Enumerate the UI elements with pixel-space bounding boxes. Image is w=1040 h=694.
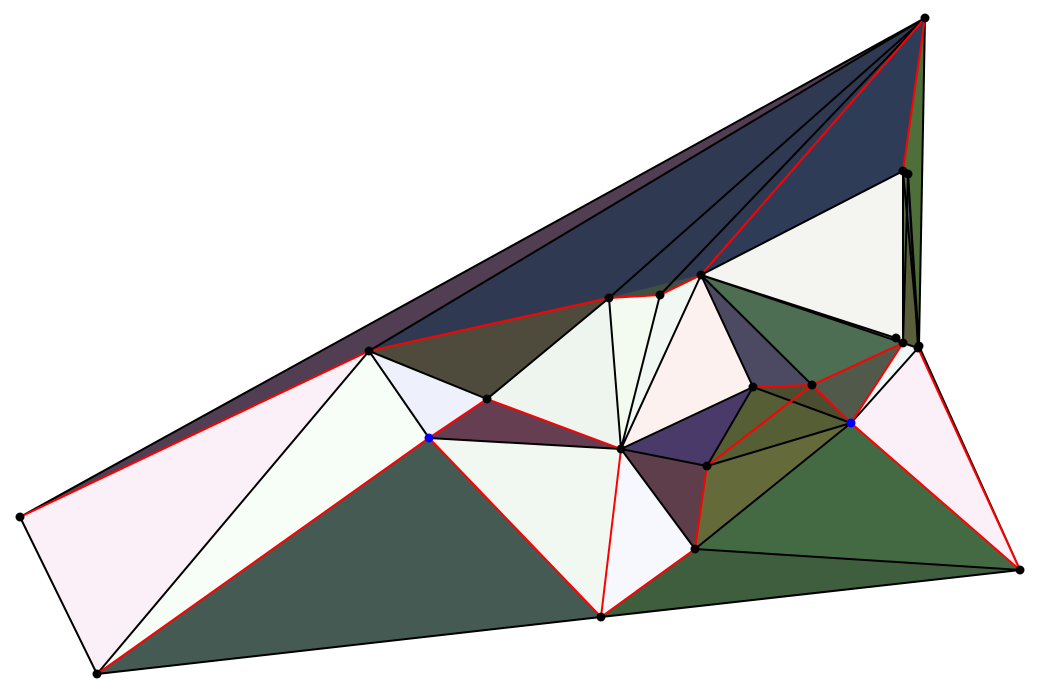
mesh-edge-highlight-kd: [700, 17, 926, 276]
mesh-edge-ip: [620, 448, 708, 467]
mesh-edge-ki: [620, 274, 702, 450]
mesh-edge-be: [96, 350, 370, 675]
mesh-edge-highlight-hb: [96, 437, 430, 675]
mesh-edge-highlight-dl: [902, 17, 926, 172]
mesh-vertex-d: [920, 13, 930, 23]
mesh-edge-highlight-qp: [694, 465, 708, 550]
mesh-edge-highlight-hc: [428, 437, 602, 618]
mesh-edge-fd: [608, 17, 926, 299]
mesh-edge-mv: [902, 173, 909, 344]
mesh-vertex-p: [702, 461, 712, 471]
edges-layer: [19, 17, 1021, 675]
mesh-vertex-highlight-h: [424, 433, 434, 443]
mesh-edge-qr: [694, 548, 1021, 571]
mesh-edge-highlight-fj: [608, 294, 661, 299]
mesh-vertex-b: [92, 669, 102, 679]
mesh-vertex-v: [903, 169, 913, 179]
mesh-vertex-j: [655, 290, 665, 300]
mesh-edge-ps: [706, 422, 852, 467]
vertices-layer: [15, 13, 1025, 679]
mesh-edge-ko: [700, 274, 813, 386]
mesh-vertex-c: [596, 612, 606, 622]
mesh-edge-highlight-gi: [486, 398, 622, 450]
mesh-edge-highlight-sr: [850, 422, 1021, 571]
mesh-edge-highlight-tr: [917, 347, 1021, 571]
mesh-edge-highlight-hg: [428, 398, 488, 439]
mesh-edge-highlight-ef: [368, 297, 610, 352]
mesh-edge-eh: [368, 350, 430, 439]
mesh-edge-cr: [600, 569, 1021, 618]
mesh-edge-eg: [368, 350, 488, 400]
mesh-edge-fg: [486, 297, 610, 400]
mesh-edge-highlight-ms: [850, 342, 904, 424]
mesh-edge-lw: [902, 170, 920, 347]
mesh-edge-ad: [19, 17, 926, 518]
mesh-vertex-highlight-s: [846, 418, 856, 428]
mesh-vertex-o: [807, 380, 817, 390]
mesh-edge-ku: [700, 274, 897, 339]
mesh-edge-qs: [694, 422, 852, 550]
mesh-vertex-f: [604, 293, 614, 303]
mesh-vertex-e: [364, 346, 374, 356]
mesh-vertex-u: [891, 333, 901, 343]
mesh-vertex-a: [15, 512, 25, 522]
mesh-edge-fi: [608, 297, 622, 450]
mesh-edge-highlight-jk: [659, 274, 702, 296]
mesh-vertex-m: [898, 338, 908, 348]
mesh-edge-hi: [428, 437, 622, 450]
mesh-vertex-q: [690, 544, 700, 554]
faces-layer: [19, 17, 1021, 675]
mesh-edge-highlight-om: [811, 342, 904, 386]
mesh-edge-dw: [918, 17, 926, 347]
mesh-edge-kl: [700, 170, 904, 276]
mesh-vertex-g: [482, 394, 492, 404]
mesh-edge-highlight-ic: [600, 448, 622, 618]
mesh-edge-np: [706, 386, 754, 467]
mesh-edge-highlight-no: [752, 384, 813, 388]
mesh-edge-highlight-ae: [19, 350, 370, 518]
mesh-edge-highlight-cq: [600, 548, 696, 618]
mesh-edge-kn: [700, 274, 754, 388]
mesh-edge-ts: [850, 347, 919, 424]
mesh-vertex-r: [1015, 565, 1025, 575]
mesh-edge-highlight-po: [706, 384, 813, 467]
mesh-edge-iq: [620, 448, 696, 550]
mesh-vertex-i: [616, 444, 626, 454]
mesh-edge-jd: [659, 17, 926, 296]
mesh-edge-highlight-os: [811, 384, 852, 424]
mesh-edge-ab: [19, 516, 98, 675]
mesh-edge-ed: [368, 17, 926, 352]
mesh-vertex-k: [696, 270, 706, 280]
mesh-edge-bc: [96, 616, 602, 675]
mesh-vertex-w: [914, 341, 924, 351]
mesh-edge-ns: [752, 386, 852, 424]
mesh-edge-ji: [620, 294, 661, 450]
mesh-vertex-n: [748, 382, 758, 392]
mesh-edge-in: [620, 386, 754, 450]
